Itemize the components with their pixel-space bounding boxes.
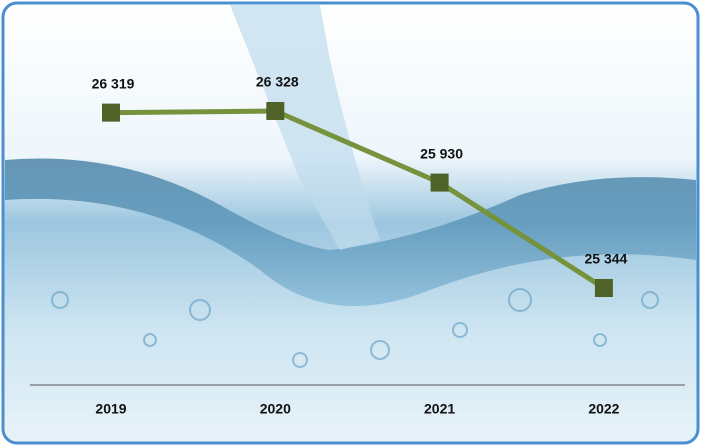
data-label: 25 344 xyxy=(584,251,627,267)
water-wave xyxy=(5,158,696,306)
x-tick-label: 2019 xyxy=(95,401,126,417)
x-tick-label: 2021 xyxy=(424,401,455,417)
x-tick-label: 2020 xyxy=(260,401,291,417)
data-point xyxy=(594,279,613,297)
data-line xyxy=(110,108,606,291)
data-point xyxy=(266,102,285,120)
data-label: 25 930 xyxy=(420,145,463,161)
data-label: 26 328 xyxy=(256,74,299,90)
data-point xyxy=(102,103,120,122)
data-label: 26 319 xyxy=(92,75,135,91)
water-stream xyxy=(230,5,380,250)
bubbles xyxy=(51,288,659,368)
data-point xyxy=(430,173,449,192)
x-tick-label: 2022 xyxy=(588,401,619,417)
